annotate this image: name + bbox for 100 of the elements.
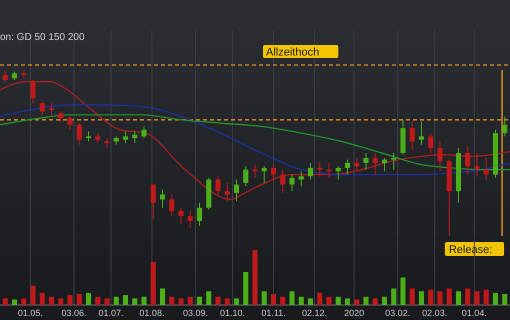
bar — [326, 296, 332, 305]
candlestick — [76, 122, 82, 146]
candlestick — [326, 162, 332, 178]
bar — [95, 296, 100, 305]
bar — [48, 296, 54, 305]
candlestick — [215, 176, 221, 195]
bar — [243, 272, 248, 305]
bar — [76, 294, 82, 305]
bar — [372, 298, 378, 305]
x-tick-label: 01.11. — [261, 308, 286, 318]
bar — [308, 298, 314, 305]
candlestick — [40, 101, 45, 116]
candlestick — [141, 126, 147, 139]
candlestick — [252, 164, 258, 178]
bar — [400, 278, 406, 305]
candlestick — [132, 130, 138, 144]
bar — [474, 291, 480, 305]
candlestick — [262, 166, 267, 184]
candlestick — [160, 189, 166, 208]
candlestick — [502, 116, 508, 137]
x-tick-label: 02.03. — [422, 308, 448, 318]
bar — [141, 296, 147, 305]
candlestick — [298, 170, 304, 187]
bar — [465, 288, 470, 305]
candlestick — [178, 207, 184, 225]
bar — [418, 291, 424, 305]
candlestick — [280, 169, 286, 194]
candlestick — [410, 120, 415, 150]
bar — [86, 292, 92, 305]
bar — [122, 295, 128, 305]
bar — [67, 295, 73, 305]
x-tick-label: 01.04. — [462, 308, 487, 318]
bar — [354, 300, 360, 305]
bar — [502, 294, 508, 305]
bar — [410, 288, 415, 305]
candlestick — [484, 157, 489, 180]
bar — [224, 298, 230, 305]
bar — [150, 262, 156, 305]
candlestick — [58, 111, 64, 122]
bar — [298, 296, 304, 305]
candlestick — [465, 146, 470, 176]
candlestick — [308, 162, 314, 180]
candlestick — [67, 116, 73, 130]
candlestick — [372, 152, 378, 176]
bar — [446, 288, 452, 305]
bar — [234, 298, 240, 305]
candlestick — [428, 132, 434, 154]
candlestick — [336, 166, 341, 180]
bar — [206, 291, 212, 305]
candlestick — [95, 132, 100, 144]
bar — [196, 296, 202, 305]
bar — [114, 296, 119, 305]
bar — [178, 298, 184, 305]
x-tick-label: 03.02. — [385, 308, 410, 318]
bar — [363, 296, 369, 305]
bar — [215, 296, 221, 305]
bar — [169, 296, 174, 305]
bar — [58, 298, 64, 305]
bar — [280, 296, 286, 305]
candlestick — [234, 179, 240, 202]
candlestick — [382, 157, 388, 172]
bar — [2, 298, 8, 305]
bar — [428, 290, 434, 305]
x-tick-label: 02.12. — [302, 308, 327, 318]
bar — [30, 286, 36, 305]
bar — [344, 298, 350, 305]
bar — [160, 288, 166, 305]
bar — [40, 292, 45, 305]
bar — [104, 298, 110, 305]
bar — [289, 291, 295, 305]
bar — [252, 250, 258, 305]
bar — [492, 292, 498, 305]
candlestick — [224, 182, 230, 202]
candlestick — [317, 160, 322, 177]
candlestick — [391, 152, 396, 170]
x-tick-label: 01.05. — [18, 308, 43, 318]
bar — [391, 288, 396, 305]
bar — [484, 290, 489, 305]
candlestick — [196, 202, 202, 227]
candlestick — [437, 140, 443, 172]
x-tick-label: 01.07. — [98, 308, 124, 318]
candlestick — [30, 79, 36, 104]
candlestick — [289, 174, 295, 192]
bar — [12, 300, 18, 305]
x-tick-label: 01.10. — [220, 308, 246, 318]
candlestick — [48, 102, 54, 116]
ref-line-label: Allzeithoch — [266, 46, 320, 59]
candlestick — [2, 71, 8, 82]
bar — [317, 292, 322, 305]
x-tick-label: 03.09. — [183, 308, 208, 318]
bar — [270, 294, 276, 305]
candlestick — [169, 194, 174, 217]
bar — [262, 291, 267, 305]
x-tick-label: 03.06. — [61, 308, 87, 318]
x-tick-label: 01.08. — [139, 308, 164, 318]
bar — [132, 298, 138, 305]
bar — [437, 291, 443, 305]
bar — [456, 291, 462, 305]
bar — [188, 296, 193, 305]
candlestick — [270, 164, 276, 180]
